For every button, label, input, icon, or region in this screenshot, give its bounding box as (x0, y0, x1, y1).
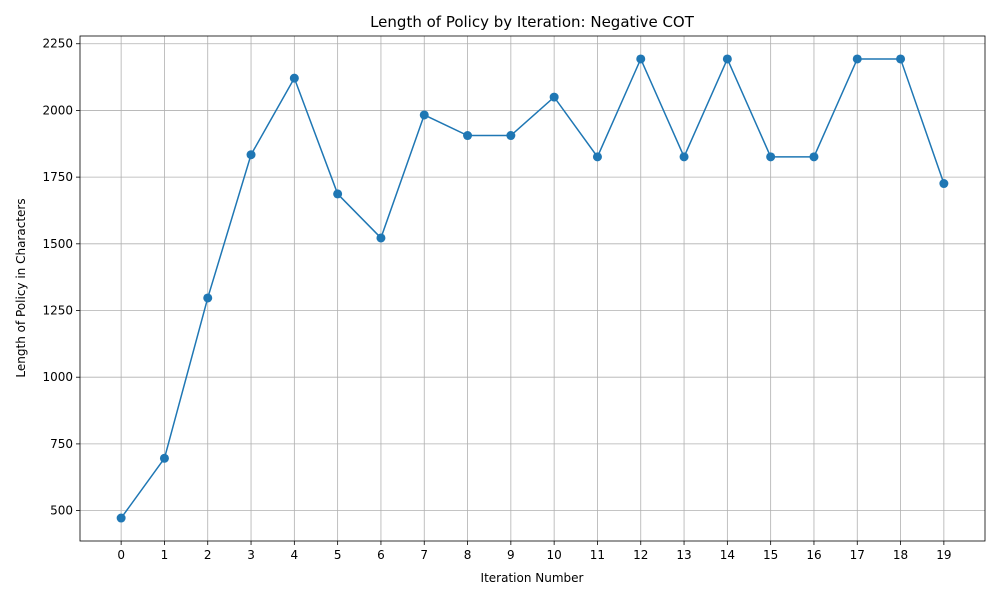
plot-frame (79, 35, 986, 542)
axis-ticks: 0 1 2 3 4 5 6 7 8 9 10 11 12 13 14 15 16 17 18 195007501000… (42, 37, 951, 562)
x-tick-label: 0 (117, 548, 125, 562)
x-tick-label: 5 (334, 548, 342, 562)
data-point (289, 73, 299, 83)
data-point (333, 189, 343, 199)
x-tick-label: 9 (507, 548, 515, 562)
x-tick-label: 18 (893, 548, 908, 562)
data-point (549, 92, 559, 102)
data-point (636, 54, 646, 64)
x-tick-label: 6 (377, 548, 385, 562)
x-tick-label: 17 (850, 548, 865, 562)
x-tick-label: 4 (291, 548, 299, 562)
y-tick-label: 1000 (42, 370, 73, 384)
data-point (766, 152, 776, 162)
y-tick-label: 500 (50, 504, 73, 518)
data-point (419, 110, 429, 120)
chart-title: Length of Policy by Iteration: Negative … (370, 13, 695, 31)
x-tick-label: 11 (590, 548, 605, 562)
data-point (939, 179, 949, 189)
data-point (852, 54, 862, 64)
x-tick-label: 7 (420, 548, 428, 562)
y-tick-label: 2000 (42, 103, 73, 117)
data-point (506, 131, 516, 141)
x-tick-label: 19 (936, 548, 951, 562)
data-point (246, 150, 256, 160)
x-tick-label: 16 (806, 548, 821, 562)
x-tick-label: 3 (247, 548, 255, 562)
data-point (679, 152, 689, 162)
y-tick-label: 1750 (42, 170, 73, 184)
x-tick-label: 2 (204, 548, 212, 562)
data-point (722, 54, 732, 64)
data-point (809, 152, 819, 162)
x-tick-label: 10 (547, 548, 562, 562)
y-tick-label: 1250 (42, 304, 73, 318)
x-tick-label: 8 (464, 548, 472, 562)
y-tick-label: 750 (50, 437, 73, 451)
x-tick-label: 12 (633, 548, 648, 562)
data-point (592, 152, 602, 162)
y-tick-label: 1500 (42, 237, 73, 251)
data-point (896, 54, 906, 64)
series (116, 54, 949, 523)
data-point (116, 513, 126, 523)
series-line (120, 57, 945, 519)
x-tick-label: 14 (720, 548, 735, 562)
y-tick-label: 2250 (42, 37, 73, 51)
x-tick-label: 1 (161, 548, 169, 562)
y-axis-label: Length of Policy in Characters (14, 198, 28, 377)
x-axis-label: Iteration Number (481, 571, 584, 585)
data-point (203, 293, 213, 303)
data-point (463, 131, 473, 141)
data-point (159, 453, 169, 463)
x-tick-label: 13 (676, 548, 691, 562)
x-tick-label: 15 (763, 548, 778, 562)
grid (80, 36, 985, 541)
data-point (376, 233, 386, 243)
